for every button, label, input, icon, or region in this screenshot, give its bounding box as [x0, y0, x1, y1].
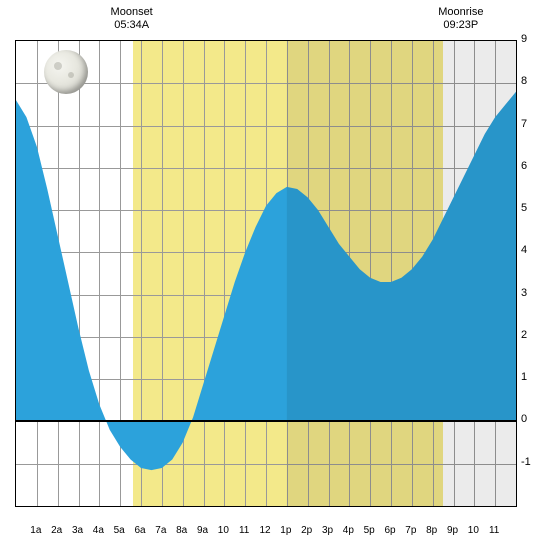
x-tick-label: 1a [25, 525, 46, 536]
x-tick-label: 4p [338, 525, 359, 536]
x-tick-label: 5p [359, 525, 380, 536]
y-tick-label: 0 [521, 413, 527, 425]
x-tick-label: 1p [275, 525, 296, 536]
y-tick-label: -1 [521, 456, 531, 468]
x-tick-label: 10 [463, 525, 484, 536]
y-tick-label: 2 [521, 329, 527, 341]
x-tick-label: 5a [109, 525, 130, 536]
moonset-label: Moonset05:34A [102, 6, 162, 32]
x-tick-label: 7a [150, 525, 171, 536]
x-tick-label: 3a [67, 525, 88, 536]
x-tick-label: 4a [88, 525, 109, 536]
x-tick-label: 10 [213, 525, 234, 536]
plot-area [15, 40, 517, 507]
y-tick-label: 7 [521, 118, 527, 130]
x-tick-label: 8a [171, 525, 192, 536]
moonrise-label-time: 09:23P [443, 19, 478, 31]
x-tick-label: 8p [421, 525, 442, 536]
tide-chart: -101234567891a2a3a4a5a6a7a8a9a1011121p2p… [0, 0, 550, 550]
x-tick-label: 3p [317, 525, 338, 536]
y-tick-label: 3 [521, 287, 527, 299]
y-tick-label: 4 [521, 244, 527, 256]
x-tick-label: 7p [400, 525, 421, 536]
moonset-label-time: 05:34A [114, 19, 149, 31]
y-tick-label: 9 [521, 33, 527, 45]
moon-icon [44, 50, 88, 94]
zero-line [16, 420, 516, 422]
x-tick-label: 6p [380, 525, 401, 536]
x-tick-label: 12 [255, 525, 276, 536]
x-tick-label: 11 [234, 525, 255, 536]
x-tick-label: 6a [130, 525, 151, 536]
moonrise-label: Moonrise09:23P [431, 6, 491, 32]
x-tick-label: 9p [442, 525, 463, 536]
y-tick-label: 8 [521, 75, 527, 87]
x-tick-label: 2p [296, 525, 317, 536]
x-tick-label: 11 [484, 525, 505, 536]
moonset-label-title: Moonset [111, 6, 153, 18]
x-tick-label: 9a [192, 525, 213, 536]
y-tick-label: 6 [521, 160, 527, 172]
y-tick-label: 1 [521, 371, 527, 383]
y-tick-label: 5 [521, 202, 527, 214]
x-tick-label: 2a [46, 525, 67, 536]
tide-area [16, 41, 516, 506]
moonrise-label-title: Moonrise [438, 6, 483, 18]
